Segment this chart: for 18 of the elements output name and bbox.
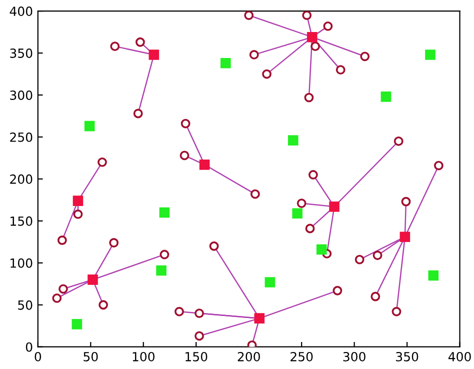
x-tick-label: 200: [238, 352, 260, 362]
x-tick-label: 0: [34, 352, 42, 362]
x-tick-label: 50: [84, 352, 98, 362]
y-tick-label: 350: [10, 48, 32, 58]
x-tick-label: 150: [186, 352, 208, 362]
x-tick-label: 400: [448, 352, 471, 362]
y-tick-label: 200: [10, 174, 32, 184]
y-tick-label: 0: [26, 342, 32, 352]
x-tick-label: 300: [343, 352, 366, 362]
x-tick-label: 100: [132, 352, 154, 362]
y-tick-label: 150: [10, 216, 32, 226]
x-tick-label: 350: [396, 352, 418, 362]
y-tick-label: 250: [10, 132, 32, 142]
y-tick-label: 50: [18, 300, 32, 310]
x-tick-label: 250: [290, 352, 313, 362]
y-tick-label: 300: [10, 90, 32, 100]
y-tick-label: 400: [10, 6, 32, 16]
y-tick-label: 100: [10, 258, 32, 268]
